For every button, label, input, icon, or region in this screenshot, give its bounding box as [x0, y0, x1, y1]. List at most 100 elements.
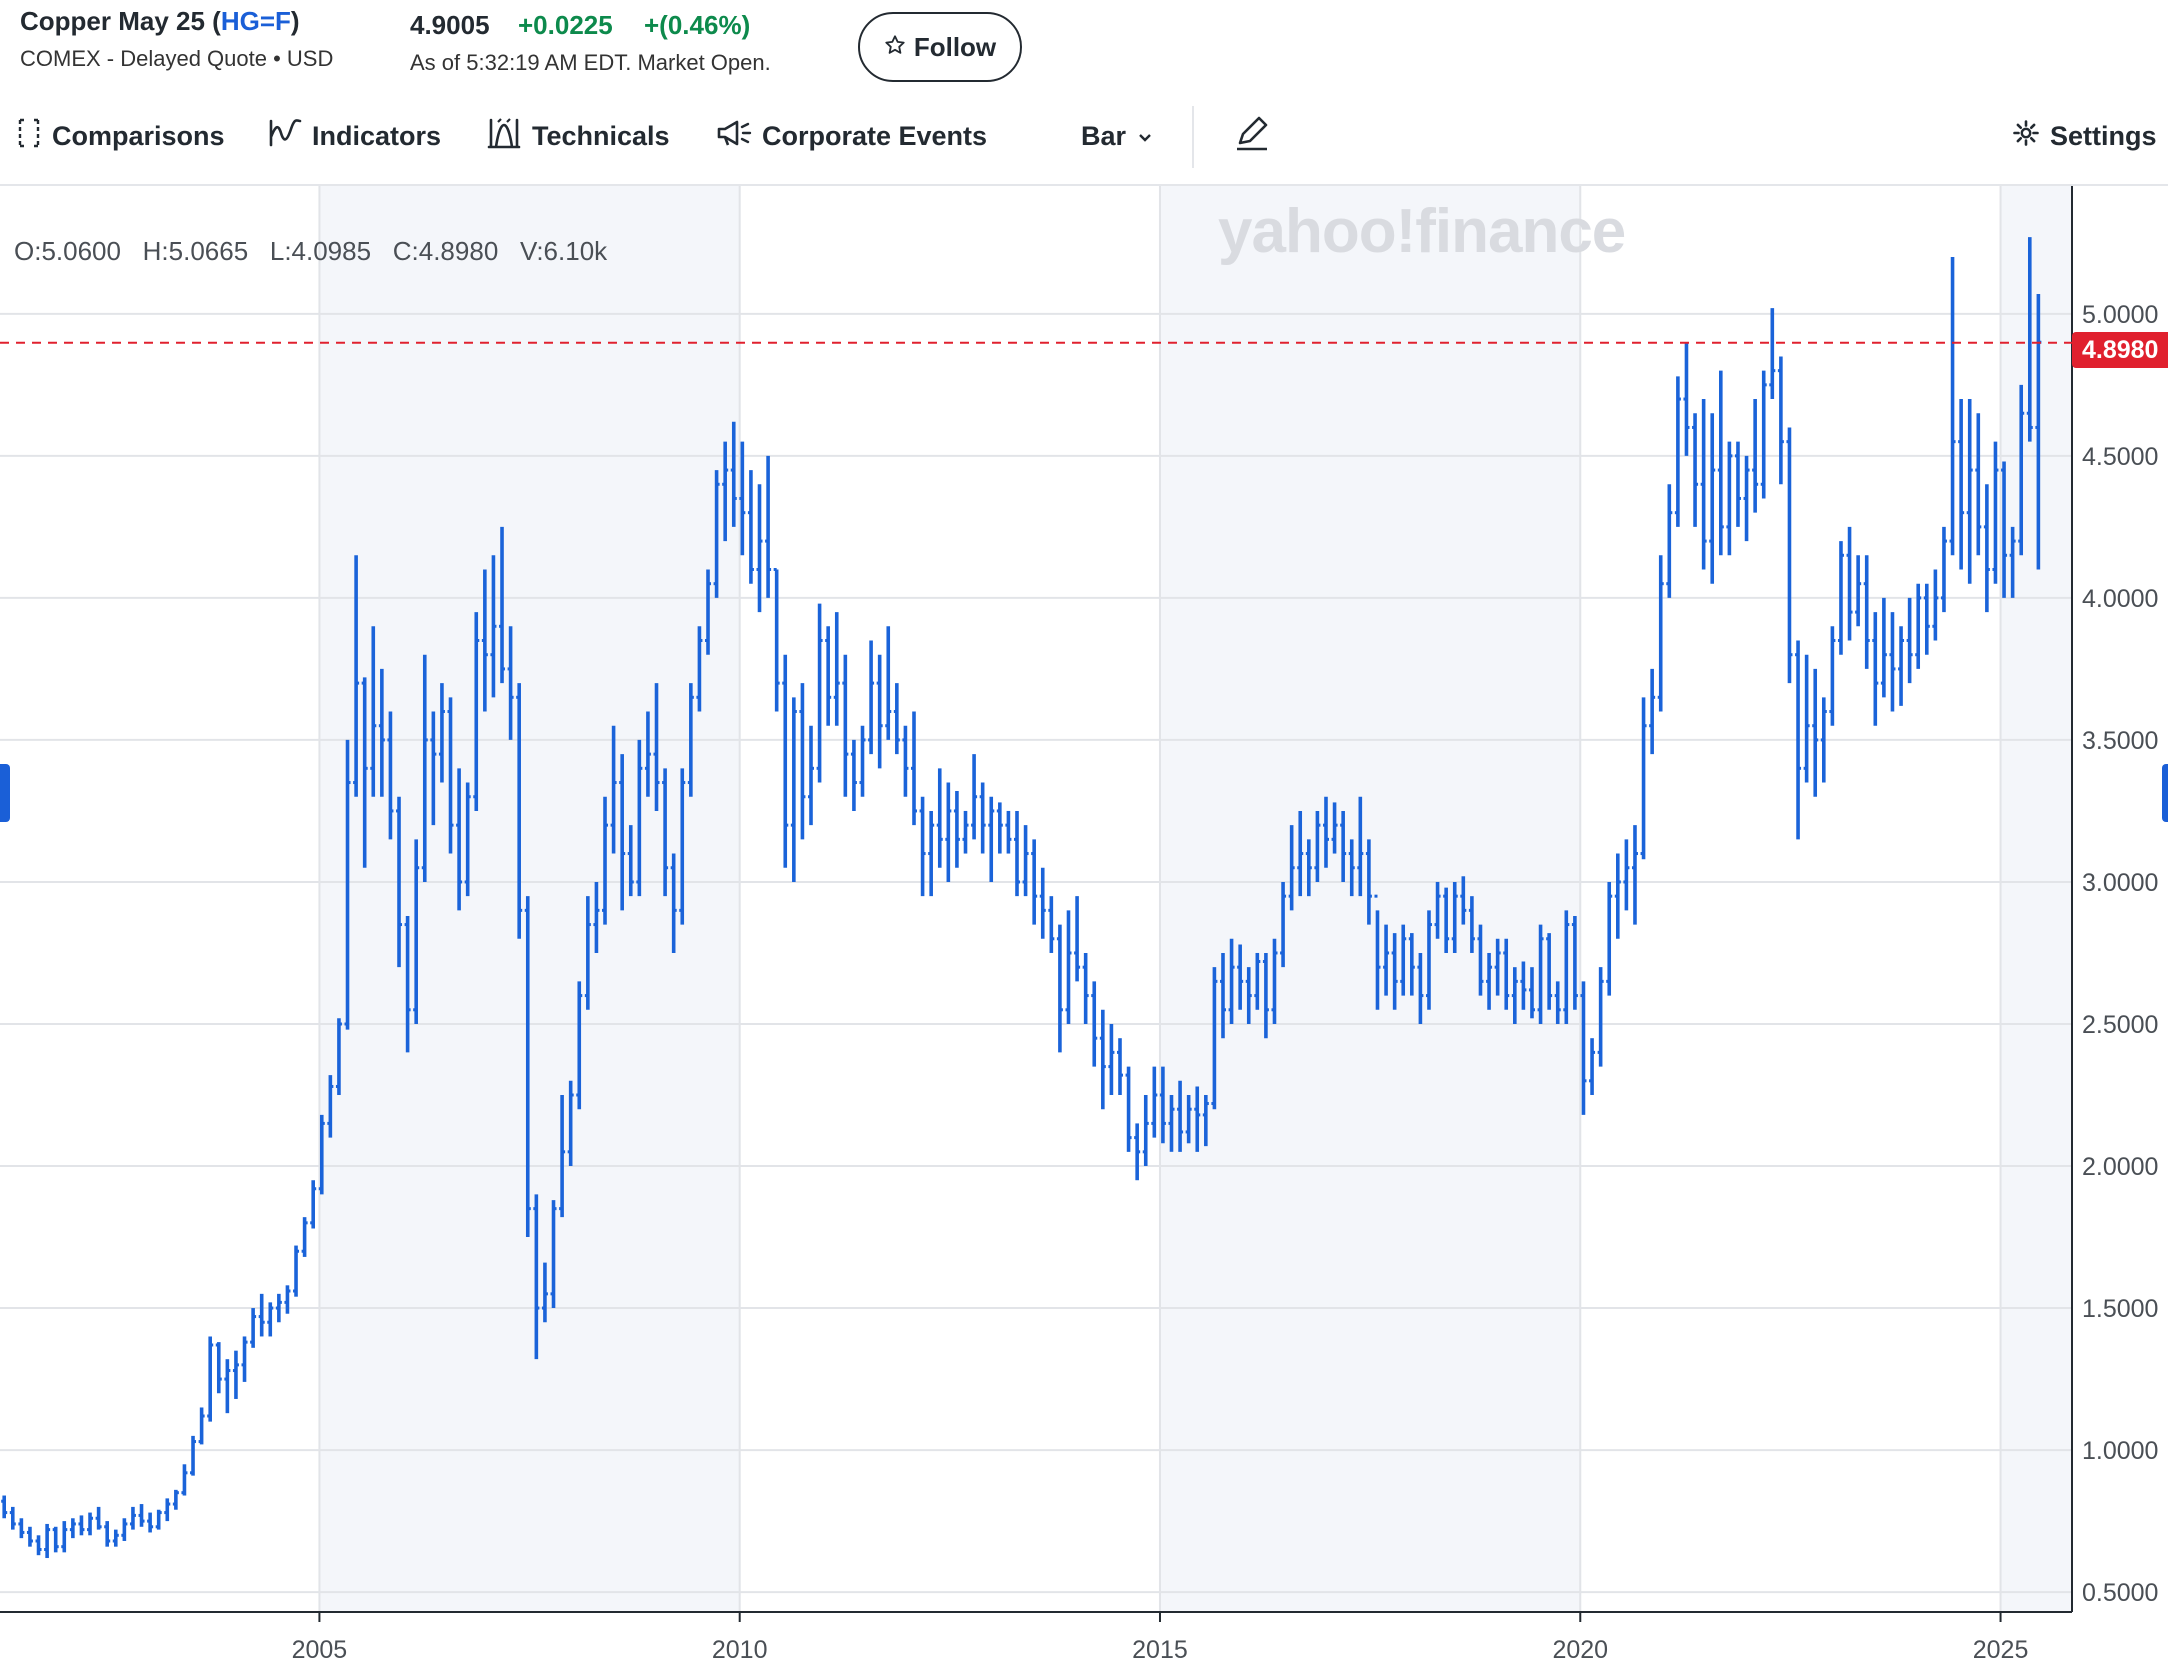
ohlc-bar: [1743, 455, 1750, 542]
ohlc-bar: [18, 1518, 25, 1539]
corporate-events-label: Corporate Events: [762, 120, 988, 151]
ohlc-bar: [1623, 839, 1630, 911]
ohlc-bar: [696, 626, 703, 712]
ohlc-bar: [1829, 626, 1836, 726]
ohlc-bar: [1606, 881, 1613, 996]
ohlc-bar: [524, 896, 531, 1238]
chevron-down-icon: [1136, 121, 1154, 152]
ohlc-bar: [1614, 853, 1621, 939]
ohlc-bar: [1194, 1086, 1201, 1152]
ohlc-bar: [1280, 881, 1287, 968]
ohlc-bar: [1056, 924, 1063, 1053]
ohlc-bar: [370, 626, 377, 797]
ohlc-bar: [44, 1523, 51, 1559]
ohlc-bar: [739, 441, 746, 556]
y-tick-label: 1.5000: [2082, 1295, 2158, 1323]
ohlc-bar: [138, 1504, 145, 1527]
chart-type-dropdown[interactable]: Bar: [1081, 116, 1154, 156]
ohlc-bar: [190, 1435, 197, 1476]
ohlc-bar: [919, 796, 926, 897]
ohlc-bar: [284, 1285, 291, 1314]
ohlc-bar: [447, 697, 454, 854]
ohlc-bar: [1400, 924, 1407, 996]
corporate-events-button[interactable]: Corporate Events: [716, 116, 987, 156]
y-tick-label: 2.5000: [2082, 1011, 2158, 1039]
ohlc-bar: [413, 839, 420, 1024]
ohlc-bar: [1262, 952, 1269, 1039]
ohlc-bar: [1374, 894, 1381, 1010]
ohlc-bar: [842, 654, 849, 797]
ohlc-bar: [1554, 981, 1561, 1024]
ohlc-bar: [1443, 887, 1450, 953]
ohlc-bar: [181, 1464, 188, 1496]
left-panel-handle[interactable]: [0, 764, 10, 822]
ohlc-bar: [1563, 910, 1570, 1024]
ohlc-bar: [730, 421, 737, 527]
ohlc-bar: [1425, 910, 1432, 1010]
ohlc-bar: [1649, 668, 1656, 755]
ohlc-bar: [1357, 796, 1364, 897]
ohlc-bar: [164, 1498, 171, 1522]
ohlc-bar: [1855, 555, 1862, 627]
follow-button[interactable]: Follow: [858, 12, 1022, 82]
ohlc-bar: [404, 916, 411, 1053]
ohlc-bar: [636, 739, 643, 897]
ohlc-bar: [1005, 810, 1012, 854]
ohlc-bar: [1589, 1038, 1596, 1096]
ohlc-bar: [267, 1302, 274, 1337]
ohlc-bar: [1168, 1095, 1175, 1152]
ohlc-bar: [1091, 981, 1098, 1067]
ohlc-bar: [1340, 810, 1347, 882]
ohlc-bar: [1108, 1023, 1115, 1096]
ohlc-bar: [808, 725, 815, 826]
indicators-button[interactable]: Indicators: [268, 116, 441, 156]
ohlc-bar: [1812, 668, 1819, 797]
ohlc-bar: [1434, 881, 1441, 939]
ohlc-bar: [1486, 952, 1493, 1010]
y-tick-label: 2.0000: [2082, 1153, 2158, 1181]
ohlc-bar: [396, 796, 403, 968]
ohlc-bar: [1777, 356, 1784, 485]
ohlc-bar: [559, 1095, 566, 1218]
ohlc-bar: [456, 768, 463, 911]
ohlc-bar: [1940, 526, 1947, 613]
ohlc-bar: [1571, 916, 1578, 1010]
x-tick-label: 2010: [712, 1636, 768, 1664]
ohlc-bar: [1116, 1038, 1123, 1096]
indicators-label: Indicators: [312, 120, 442, 151]
ticker-symbol-link[interactable]: HG=F: [220, 6, 291, 36]
ohlc-bar: [224, 1359, 231, 1414]
ohlc-bar: [971, 754, 978, 840]
ohlc-bar: [1125, 1066, 1132, 1152]
ohlc-bar: [1099, 1009, 1106, 1110]
ohlc-bar: [825, 626, 832, 726]
ohlc-bar: [2018, 384, 2025, 556]
ohlc-bar: [567, 1080, 574, 1167]
ohlc-bar: [35, 1535, 42, 1556]
ohlc-bar: [1065, 910, 1072, 1024]
ohlc-bar: [155, 1509, 162, 1530]
ohlc-bar: [438, 683, 445, 783]
right-panel-handle[interactable]: [2162, 764, 2168, 822]
settings-button[interactable]: Settings: [2012, 116, 2157, 156]
ohlc-bar: [1597, 967, 1604, 1067]
technicals-button[interactable]: Technicals: [486, 116, 670, 156]
ohlc-bar: [541, 1262, 548, 1323]
ohlc-bar: [1880, 597, 1887, 698]
ohlc-bar: [876, 654, 883, 769]
ohlc-bars: [1, 237, 2042, 1559]
ohlc-close: C:4.8980: [392, 236, 499, 266]
ohlc-bar: [9, 1506, 16, 1530]
ohlc-bar: [850, 739, 857, 811]
draw-button[interactable]: [1232, 116, 1272, 156]
ohlc-bar: [610, 725, 617, 854]
ohlc-bar: [1245, 967, 1252, 1024]
ohlc-bar: [335, 1018, 342, 1096]
comparisons-button[interactable]: Comparisons: [16, 116, 225, 156]
price-chart[interactable]: 0.5000 1.0000 1.5000 2.0000 2.5000 3.0000 3.50…: [0, 186, 2168, 1680]
y-tick-label: 4.5000: [2082, 443, 2158, 471]
ohlc-bar: [1992, 441, 1999, 584]
y-tick-label: 3.0000: [2082, 869, 2158, 897]
y-tick-label: 3.5000: [2082, 727, 2158, 755]
gear-icon: [2012, 119, 2040, 154]
